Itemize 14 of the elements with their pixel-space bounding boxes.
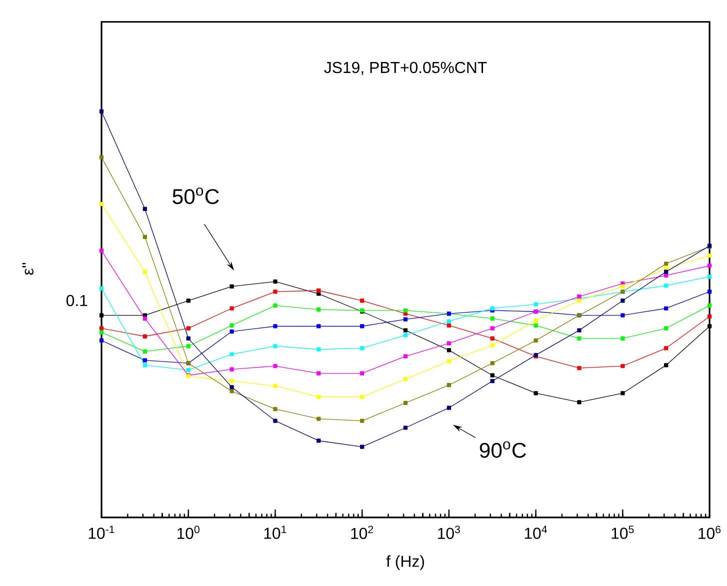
- annotation: 50$^{o}$C: [172, 188, 219, 204]
- text: 0.1: [66, 294, 88, 306]
- x-tick-label: 10$^{1}$: [264, 526, 286, 539]
- x-tick-label: 10$^{4}$: [524, 526, 547, 539]
- x-tick-label: 10$^{0}$: [177, 526, 200, 539]
- x-axis-title: f (Hz): [386, 555, 424, 570]
- annotation: 90$^{o}$C: [480, 441, 526, 458]
- x-tick-label: 10$^{6}$: [698, 526, 721, 539]
- x-tick-label: 10$^{3}$: [438, 526, 460, 539]
- x-tick-label: 10$^{2}$: [351, 526, 374, 539]
- x-tick-label: 10$^{5}$: [612, 526, 634, 539]
- y-axis-title: ε'': [22, 262, 34, 275]
- x-tick-label: 10$^{-1}$: [88, 526, 114, 539]
- chart-title: JS19, PBT+0.05%CNT: [324, 62, 487, 75]
